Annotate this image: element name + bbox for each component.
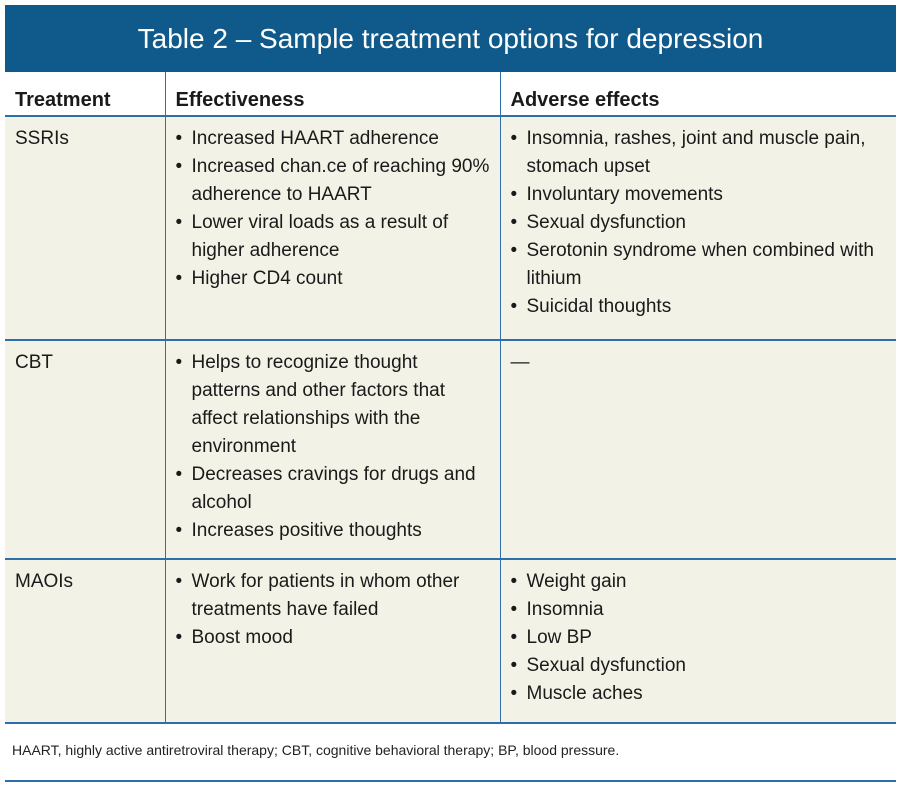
header-treatment: Treatment [5,72,165,117]
table-row: MAOIs Work for patients in whom other tr… [5,559,896,724]
table-title: Table 2 – Sample treatment options for d… [5,5,896,72]
adverse-cell: Weight gain Insomnia Low BP Sexual dysfu… [499,559,896,724]
list-item: Low BP [511,624,887,652]
list-item: Boost mood [176,624,490,652]
bottom-rule [5,780,896,782]
header-row: Treatment Effectiveness Adverse effects [5,72,896,117]
footnote: HAART, highly active antiretroviral ther… [12,742,620,758]
list-item: Muscle aches [511,680,887,708]
list-item: Involuntary movements [511,181,887,209]
list-item: Insomnia, rashes, joint and muscle pain,… [511,125,887,181]
list-item: Serotonin syndrome when combined with li… [511,237,887,293]
list-item: Insomnia [511,596,887,624]
treatment-cell: SSRIs [5,116,165,341]
header-effectiveness: Effectiveness [164,72,500,117]
list-item: Sexual dysfunction [511,209,887,237]
list-item: Increased chan.ce of reaching 90% adhere… [176,153,490,209]
treatment-cell: MAOIs [5,559,165,724]
list-item: Increased HAART adherence [176,125,490,153]
list-item: Increases positive thoughts [176,517,490,545]
list-item: Higher CD4 count [176,265,490,293]
list-item: Decreases cravings for drugs and alcohol [176,461,490,517]
effectiveness-cell: Increased HAART adherence Increased chan… [164,116,500,341]
effectiveness-cell: Work for patients in whom other treatmen… [164,559,500,724]
table-row: CBT Helps to recognize thought patterns … [5,340,896,560]
adverse-cell: — [499,340,896,560]
header-adverse-effects: Adverse effects [499,72,896,117]
table-row: SSRIs Increased HAART adherence Increase… [5,116,896,341]
adverse-cell: Insomnia, rashes, joint and muscle pain,… [499,116,896,341]
list-item: Lower viral loads as a result of higher … [176,209,490,265]
list-item: Suicidal thoughts [511,293,887,321]
list-item: Helps to recognize thought patterns and … [176,349,490,461]
list-item: Sexual dysfunction [511,652,887,680]
treatment-table: Treatment Effectiveness Adverse effects … [5,72,896,724]
effectiveness-cell: Helps to recognize thought patterns and … [164,340,500,560]
treatment-cell: CBT [5,340,165,560]
list-item: Work for patients in whom other treatmen… [176,568,490,624]
list-item: Weight gain [511,568,887,596]
